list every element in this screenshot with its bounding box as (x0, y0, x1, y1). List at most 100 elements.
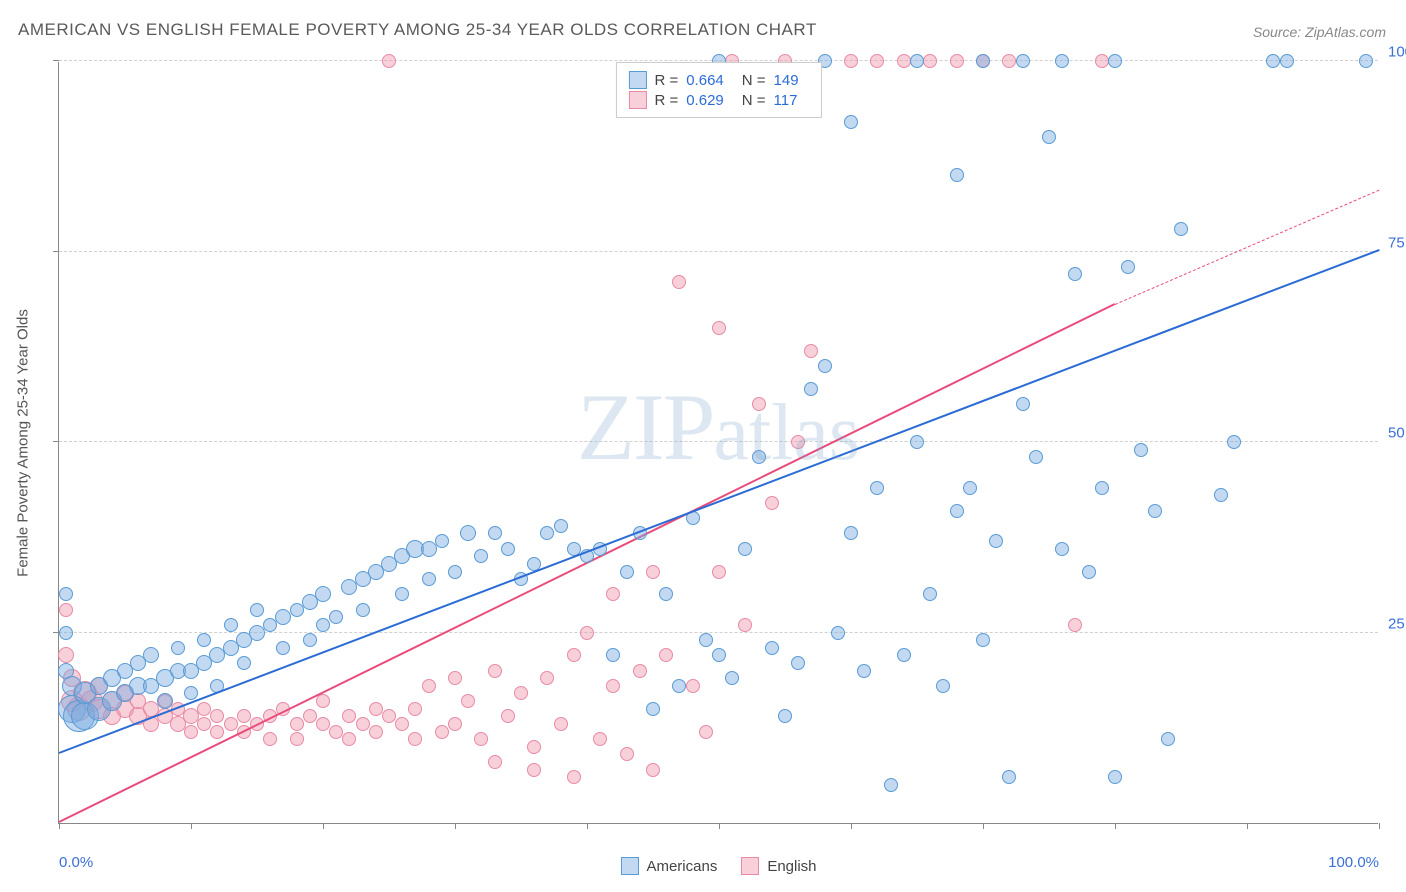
data-point-americans (197, 633, 211, 647)
data-point-americans (738, 542, 752, 556)
data-point-english (712, 565, 726, 579)
x-tick (1247, 823, 1248, 829)
data-point-english (369, 702, 383, 716)
data-point-americans (765, 641, 779, 655)
data-point-english (184, 725, 198, 739)
data-point-english (672, 275, 686, 289)
r-label: R = (654, 72, 678, 89)
data-point-english (342, 709, 356, 723)
grid-line (59, 441, 1378, 442)
data-point-americans (1359, 54, 1373, 68)
data-point-americans (672, 679, 686, 693)
source-attribution: Source: ZipAtlas.com (1253, 24, 1386, 40)
data-point-americans (1214, 488, 1228, 502)
data-point-americans (950, 504, 964, 518)
x-tick (1379, 823, 1380, 829)
data-point-americans (884, 778, 898, 792)
data-point-americans (237, 656, 251, 670)
data-point-americans (435, 534, 449, 548)
r-value-americans: 0.664 (686, 72, 724, 89)
data-point-english (870, 54, 884, 68)
data-point-americans (1108, 54, 1122, 68)
data-point-americans (184, 686, 198, 700)
x-tick (587, 823, 588, 829)
data-point-english (488, 755, 502, 769)
data-point-americans (1227, 435, 1241, 449)
data-point-english (620, 747, 634, 761)
y-tick (53, 60, 59, 61)
data-point-english (791, 435, 805, 449)
x-tick-label: 0.0% (59, 854, 93, 871)
data-point-americans (897, 648, 911, 662)
data-point-english (382, 709, 396, 723)
data-point-americans (316, 618, 330, 632)
data-point-english (686, 679, 700, 693)
legend-row-americans: R =0.664N =149 (628, 71, 808, 89)
data-point-americans (1280, 54, 1294, 68)
data-point-english (540, 671, 554, 685)
data-point-americans (1266, 54, 1280, 68)
data-point-americans (474, 549, 488, 563)
correlation-legend: R =0.664N =149R =0.629N =117 (615, 62, 821, 118)
data-point-americans (870, 481, 884, 495)
data-point-americans (778, 709, 792, 723)
data-point-english (554, 717, 568, 731)
data-point-english (461, 694, 475, 708)
data-point-americans (488, 526, 502, 540)
data-point-english (633, 664, 647, 678)
legend-swatch-english (628, 91, 646, 109)
n-value-americans: 149 (774, 72, 799, 89)
y-tick-label: 100.0% (1388, 44, 1406, 61)
data-point-americans (1095, 481, 1109, 495)
data-point-english (329, 725, 343, 739)
data-point-americans (936, 679, 950, 693)
data-point-americans (976, 54, 990, 68)
data-point-english (712, 321, 726, 335)
data-point-americans (1029, 450, 1043, 464)
data-point-english (408, 702, 422, 716)
data-point-english (224, 717, 238, 731)
data-point-english (923, 54, 937, 68)
data-point-americans (171, 641, 185, 655)
x-tick (59, 823, 60, 829)
data-point-english (527, 763, 541, 777)
data-point-americans (1174, 222, 1188, 236)
legend-swatch-english (741, 857, 759, 875)
data-point-english (422, 679, 436, 693)
data-point-english (58, 647, 74, 663)
data-point-americans (989, 534, 1003, 548)
y-tick-label: 75.0% (1388, 234, 1406, 251)
data-point-english (435, 725, 449, 739)
x-tick (851, 823, 852, 829)
data-point-english (659, 648, 673, 662)
data-point-english (950, 54, 964, 68)
data-point-americans (1134, 443, 1148, 457)
data-point-english (527, 740, 541, 754)
legend-label-english: English (767, 858, 816, 875)
data-point-english (501, 709, 515, 723)
data-point-english (593, 732, 607, 746)
data-point-americans (646, 702, 660, 716)
data-point-english (580, 626, 594, 640)
data-point-english (738, 618, 752, 632)
data-point-english (1095, 54, 1109, 68)
data-point-english (474, 732, 488, 746)
x-tick (719, 823, 720, 829)
data-point-english (342, 732, 356, 746)
data-point-english (237, 709, 251, 723)
data-point-americans (143, 647, 159, 663)
n-label: N = (742, 92, 766, 109)
data-point-americans (1016, 397, 1030, 411)
data-point-americans (910, 54, 924, 68)
data-point-english (408, 732, 422, 746)
data-point-english (290, 717, 304, 731)
chart-plot-area: Female Poverty Among 25-34 Year Olds ZIP… (58, 62, 1378, 824)
data-point-english (395, 717, 409, 731)
legend-item-americans: Americans (620, 857, 717, 875)
x-tick (191, 823, 192, 829)
data-point-americans (448, 565, 462, 579)
data-point-americans (699, 633, 713, 647)
data-point-americans (923, 587, 937, 601)
legend-item-english: English (741, 857, 816, 875)
y-axis-label: Female Poverty Among 25-34 Year Olds (15, 309, 32, 577)
